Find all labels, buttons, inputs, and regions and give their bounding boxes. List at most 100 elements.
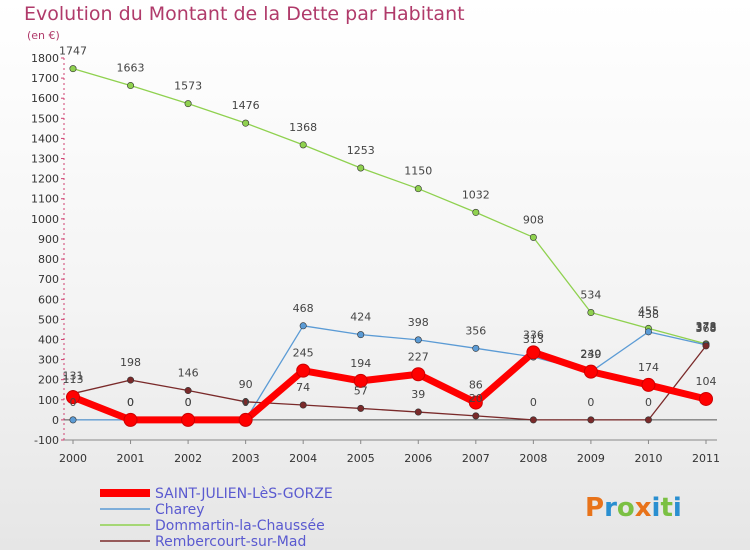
data-label: 131	[63, 370, 84, 383]
data-label: 20	[469, 392, 483, 405]
data-label: 0	[185, 396, 192, 409]
x-tick-label: 2007	[462, 452, 490, 465]
data-label: 239	[580, 348, 601, 361]
data-point	[242, 119, 250, 127]
series-line	[69, 348, 710, 424]
x-tick-label: 2009	[577, 452, 605, 465]
data-point	[411, 367, 426, 382]
legend-label: Dommartin-la-Chaussée	[155, 518, 325, 534]
data-label: 468	[293, 302, 314, 315]
data-label: 1032	[462, 188, 490, 201]
data-label: 104	[696, 375, 717, 388]
data-label: 336	[523, 328, 544, 341]
data-label: 0	[530, 396, 537, 409]
data-label: 0	[185, 396, 192, 409]
y-tick-label: 1800	[31, 52, 59, 65]
data-point	[127, 82, 135, 90]
data-point	[299, 141, 307, 149]
y-tick-label: 1500	[31, 112, 59, 125]
data-point	[357, 404, 365, 412]
data-label: 227	[408, 350, 429, 363]
data-label: 313	[523, 333, 544, 346]
y-tick-label: 800	[38, 253, 59, 266]
data-point	[472, 208, 480, 216]
x-tick-label: 2011	[692, 452, 720, 465]
data-points	[66, 65, 713, 427]
x-tick-label: 2010	[634, 452, 662, 465]
data-label: 245	[293, 347, 314, 360]
logo-letter: r	[604, 493, 617, 523]
data-label: 0	[127, 396, 134, 409]
data-point	[181, 412, 196, 427]
data-label: 1573	[174, 80, 202, 93]
data-label: 0	[645, 396, 652, 409]
x-tick-label: 2008	[519, 452, 547, 465]
x-tick-label: 2003	[232, 452, 260, 465]
data-label: 378	[696, 320, 717, 333]
y-tick-label: 100	[38, 394, 59, 407]
data-label: 174	[638, 361, 659, 374]
series-lines	[69, 68, 710, 424]
logo-letter: P	[585, 493, 604, 523]
legend-label: Charey	[155, 502, 205, 518]
data-point	[526, 345, 541, 360]
data-label: 1476	[232, 99, 260, 112]
data-point	[414, 185, 422, 193]
y-tick-label: 600	[38, 293, 59, 306]
axes	[61, 57, 717, 444]
data-label: 1663	[117, 62, 145, 75]
data-point	[468, 395, 483, 410]
chart-unit-label: (en €)	[27, 29, 60, 42]
x-tick-label: 2005	[347, 452, 375, 465]
y-tick-label: 300	[38, 354, 59, 367]
data-label: 1368	[289, 121, 317, 134]
y-tick-label: 1000	[31, 213, 59, 226]
y-tick-label: 1700	[31, 72, 59, 85]
data-label: 438	[638, 308, 659, 321]
tick-labels: -100010020030040050060070080090010001100…	[31, 52, 720, 465]
legend: SAINT-JULIEN-LèS-GORZEChareyDommartin-la…	[100, 486, 333, 550]
y-tick-label: -100	[34, 434, 59, 447]
y-tick-label: 1300	[31, 153, 59, 166]
data-label: 455	[638, 304, 659, 317]
data-point	[69, 65, 77, 73]
x-tick-label: 2002	[174, 452, 202, 465]
y-tick-label: 1200	[31, 173, 59, 186]
legend-label: Rembercourt-sur-Mad	[155, 534, 306, 550]
data-label: 57	[354, 384, 368, 397]
y-tick-label: 900	[38, 233, 59, 246]
data-point	[184, 387, 192, 395]
data-label: 113	[63, 373, 84, 386]
data-point	[529, 416, 537, 424]
data-label: 356	[465, 324, 486, 337]
data-label: 74	[296, 381, 310, 394]
data-label: 0	[127, 396, 134, 409]
data-label: 373	[696, 321, 717, 334]
data-point	[472, 344, 480, 352]
x-tick-label: 2006	[404, 452, 432, 465]
x-tick-label: 2000	[59, 452, 87, 465]
legend-label: SAINT-JULIEN-LèS-GORZE	[155, 486, 333, 502]
series-line	[72, 345, 707, 421]
data-label: 146	[178, 367, 199, 380]
data-point	[296, 363, 311, 378]
logo-letter: x	[635, 493, 652, 523]
data-point	[123, 412, 138, 427]
data-point	[583, 364, 598, 379]
data-label: 0	[587, 396, 594, 409]
y-tick-label: 1100	[31, 193, 59, 206]
data-point	[702, 342, 710, 350]
logo-letter: t	[660, 493, 672, 523]
data-label: 398	[408, 316, 429, 329]
x-tick-label: 2004	[289, 452, 317, 465]
data-point	[69, 416, 77, 424]
data-point	[414, 408, 422, 416]
data-point	[414, 336, 422, 344]
y-tick-label: 500	[38, 313, 59, 326]
y-tick-label: 400	[38, 333, 59, 346]
y-tick-label: 1600	[31, 92, 59, 105]
data-point	[641, 377, 656, 392]
series-line	[72, 68, 707, 345]
data-label: 1253	[347, 144, 375, 157]
